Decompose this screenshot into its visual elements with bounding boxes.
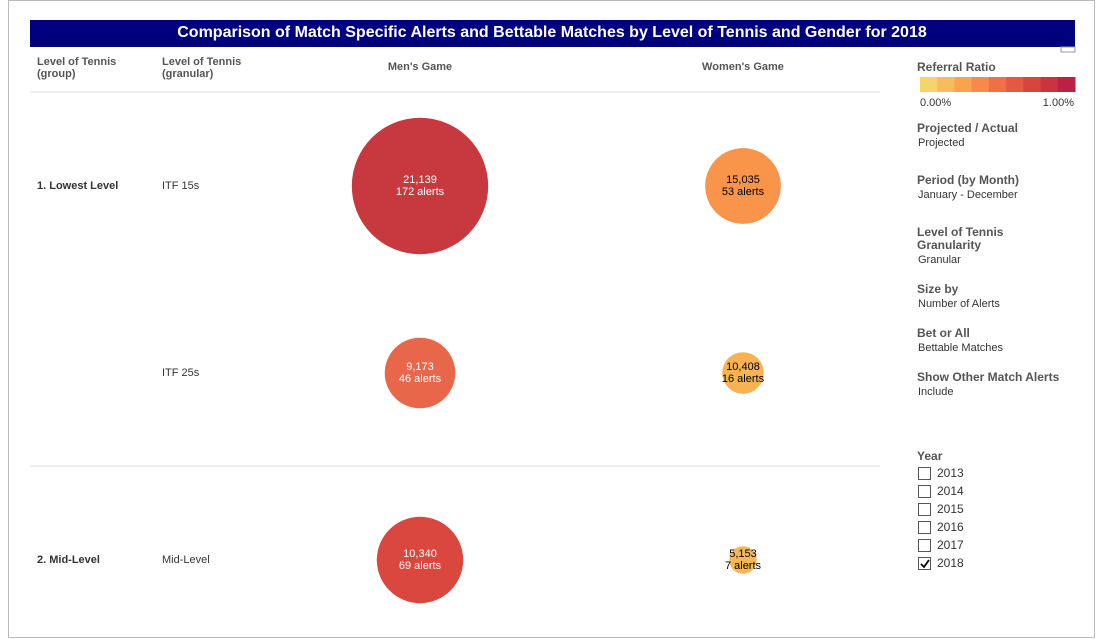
matches-label: 10,340	[403, 548, 437, 560]
filter-title: Show Other Match Alerts	[917, 370, 1060, 384]
year-option[interactable]: 2017	[937, 538, 964, 552]
filter-value[interactable]: Number of Alerts	[918, 298, 1000, 310]
filter-value[interactable]: Granular	[918, 254, 961, 266]
filter-title: Bet or All	[917, 326, 970, 340]
frame	[8, 0, 1095, 638]
granular-label: ITF 15s	[162, 180, 200, 192]
alerts-label: 46 alerts	[399, 373, 442, 385]
filter-title: Projected / Actual	[917, 121, 1018, 135]
year-option[interactable]: 2018	[937, 556, 964, 570]
bubble[interactable]	[351, 117, 489, 255]
title-bar	[30, 20, 1075, 47]
granular-label: ITF 25s	[162, 367, 200, 379]
bubble[interactable]	[384, 337, 456, 409]
year-title: Year	[917, 449, 943, 463]
column-header: Women's Game	[702, 61, 784, 73]
menu-icon[interactable]	[1060, 46, 1076, 53]
column-header: Men's Game	[388, 61, 452, 73]
filter-value[interactable]: Projected	[918, 137, 964, 149]
legend-swatch	[937, 77, 955, 92]
legend-title: Referral Ratio	[917, 60, 996, 74]
matches-label: 21,139	[403, 174, 437, 186]
filter-title: Period (by Month)	[917, 173, 1019, 187]
bubble[interactable]	[722, 352, 764, 394]
group-label: 1. Lowest Level	[37, 180, 118, 192]
legend-swatch	[1057, 77, 1076, 92]
filter-value[interactable]: Bettable Matches	[918, 342, 1003, 354]
legend-swatch	[1006, 77, 1024, 92]
legend-min: 0.00%	[920, 97, 951, 109]
checkbox[interactable]	[918, 503, 931, 516]
year-option[interactable]: 2016	[937, 520, 964, 534]
legend-swatch	[971, 77, 990, 92]
legend-swatch	[988, 77, 1007, 92]
alerts-label: 172 alerts	[396, 186, 445, 198]
alerts-label: 16 alerts	[722, 373, 765, 385]
filter-title: Level of Tennis Granularity	[917, 225, 1004, 252]
year-option[interactable]: 2015	[937, 502, 964, 516]
alerts-label: 7 alerts	[725, 560, 762, 572]
checkbox[interactable]	[918, 557, 931, 570]
granular-label: Mid-Level	[162, 554, 210, 566]
title: Comparison of Match Specific Alerts and …	[177, 24, 927, 41]
column-header: Level of Tennis (granular)	[162, 56, 241, 80]
year-option[interactable]: 2013	[937, 466, 964, 480]
group-label: 2. Mid-Level	[37, 554, 100, 566]
checkbox[interactable]	[918, 485, 931, 498]
checkmark	[920, 559, 930, 569]
matches-label: 10,408	[726, 361, 760, 373]
column-header: Level of Tennis (group)	[37, 56, 116, 80]
legend-swatch	[954, 77, 973, 92]
checkbox[interactable]	[918, 467, 931, 480]
legend-max: 1.00%	[1043, 97, 1074, 109]
legend-swatch	[920, 77, 938, 92]
filter-title: Size by	[917, 282, 959, 296]
legend-swatch	[1023, 77, 1042, 92]
matches-label: 15,035	[726, 174, 760, 186]
alerts-label: 69 alerts	[399, 560, 442, 572]
bubble[interactable]	[729, 546, 757, 574]
bubble[interactable]	[376, 516, 464, 604]
checkbox[interactable]	[918, 539, 931, 552]
year-option[interactable]: 2014	[937, 484, 964, 498]
matches-label: 9,173	[406, 361, 434, 373]
bubble[interactable]	[705, 148, 781, 224]
legend-swatch	[1040, 77, 1059, 92]
alerts-label: 53 alerts	[722, 186, 765, 198]
matches-label: 5,153	[729, 548, 757, 560]
checkbox[interactable]	[918, 521, 931, 534]
filter-value[interactable]: January - December	[918, 189, 1018, 201]
filter-value[interactable]: Include	[918, 386, 953, 398]
